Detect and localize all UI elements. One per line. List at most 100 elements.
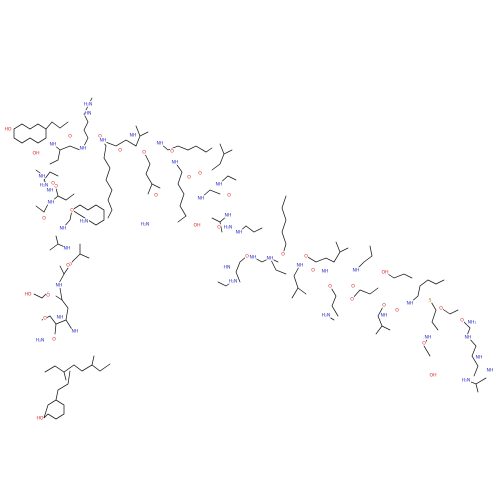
bond-segment	[35, 203, 49, 213]
bond-segment	[211, 149, 233, 171]
atom-label-background	[140, 221, 150, 227]
atom-label-text: NH	[353, 268, 360, 274]
atom-label-text: HO	[24, 292, 31, 298]
atom-label-text: H₂N	[322, 313, 331, 319]
atom-label: O	[51, 336, 57, 343]
atom-label: HO	[4, 126, 12, 133]
bond-segment	[55, 370, 71, 401]
atom-label-background	[464, 334, 472, 340]
bond-segment	[159, 142, 189, 151]
atom-label-background	[193, 222, 201, 228]
atom-label: NH	[38, 173, 46, 180]
bond-segment	[55, 235, 59, 245]
atom-label: NH	[424, 334, 432, 341]
atom-label-text: O	[68, 262, 72, 268]
atom-label-text: O	[42, 216, 46, 222]
atom-label-text: NH₂	[468, 320, 477, 326]
atom-label-background	[215, 181, 223, 187]
bond-segment	[467, 336, 479, 377]
atom-label-text: HO	[4, 127, 11, 133]
atom-label: O	[226, 192, 231, 199]
atom-label-text: H₂N	[84, 102, 93, 108]
atom-label-background	[406, 300, 414, 306]
bond-segment	[429, 299, 439, 331]
atom-label-background	[249, 254, 257, 260]
atom-label-text: OH	[381, 270, 388, 276]
bond-segment	[135, 131, 149, 147]
atom-label-background	[49, 141, 57, 147]
atom-label-background	[467, 319, 477, 325]
bond-segment	[43, 399, 65, 420]
bond-segment	[369, 245, 373, 257]
atom-label-text: O	[187, 175, 191, 181]
atom-label-text: O	[422, 341, 426, 347]
bond-segment	[91, 355, 95, 366]
atom-label-text: NH	[465, 335, 472, 341]
bond-segment	[281, 195, 287, 255]
atom-label-background	[156, 140, 164, 146]
atom-label-background	[79, 218, 89, 224]
bond-segment	[45, 121, 69, 130]
atom-label: NH	[235, 229, 243, 236]
bond-segment	[44, 363, 111, 373]
atom-label-text: NH	[322, 269, 329, 275]
atom-label-text: NH	[56, 283, 63, 289]
atom-label: NH	[464, 334, 472, 341]
atom-label-text: OH	[32, 151, 39, 157]
atom-label-background	[244, 253, 250, 259]
atom-label: O	[438, 305, 444, 312]
atom-label-background	[69, 207, 75, 213]
atom-label: H₂N	[79, 218, 89, 225]
atom-label: O	[141, 149, 146, 156]
atom-label-background	[394, 307, 400, 313]
atom-label-background	[59, 225, 67, 231]
atom-label: O	[280, 251, 286, 258]
bond-segment	[99, 135, 113, 219]
atom-label-text: NH	[172, 160, 179, 166]
atom-label-text: O	[66, 263, 70, 269]
atom-label-background	[228, 278, 238, 284]
atom-label-background	[266, 255, 274, 261]
atom-label-text: NH	[100, 138, 107, 144]
atom-label: NH	[296, 262, 304, 269]
atom-label: NH	[249, 254, 257, 261]
bond-segment	[57, 265, 65, 286]
atom-label-background	[235, 229, 243, 235]
atom-label-background	[41, 215, 47, 221]
atom-label-background	[461, 377, 471, 383]
atom-label: S	[427, 297, 433, 304]
bond-segment	[49, 149, 61, 165]
atom-label: O	[50, 180, 55, 187]
atom-label-text: NH	[487, 368, 494, 374]
atom-label: NH	[129, 132, 137, 139]
atom-label-background	[459, 317, 465, 323]
atom-label: NH	[171, 159, 179, 166]
atom-label-text: O	[227, 193, 231, 199]
atom-label-background	[4, 126, 12, 132]
atom-label-text: O	[281, 252, 285, 258]
atom-label-text: H₂N	[40, 183, 49, 189]
atom-label: OH	[429, 372, 437, 379]
bond-segment	[435, 279, 445, 285]
atom-label-text: HN	[224, 265, 231, 271]
atom-label: OH	[32, 150, 40, 157]
atom-label-text: O	[142, 150, 146, 156]
atom-label: NH	[99, 137, 107, 144]
bond-segment	[50, 193, 75, 203]
atom-label-background	[36, 415, 44, 421]
atom-label-background	[327, 283, 333, 289]
atom-label-background	[438, 305, 444, 311]
atom-label: H₂N	[223, 224, 233, 231]
bond-segment	[305, 255, 335, 263]
atom-label: O	[42, 315, 47, 322]
atom-label-background	[129, 132, 137, 138]
atom-label-background	[45, 292, 51, 298]
atom-label-background	[51, 336, 57, 342]
atom-label-text: NH	[72, 329, 79, 335]
atom-label-text: NH	[48, 200, 55, 206]
bond-segment	[135, 125, 141, 137]
atom-label-background	[280, 251, 286, 257]
atom-label: O	[169, 148, 174, 155]
atom-label: NH	[486, 367, 494, 374]
atom-label-text: NH	[407, 301, 414, 307]
